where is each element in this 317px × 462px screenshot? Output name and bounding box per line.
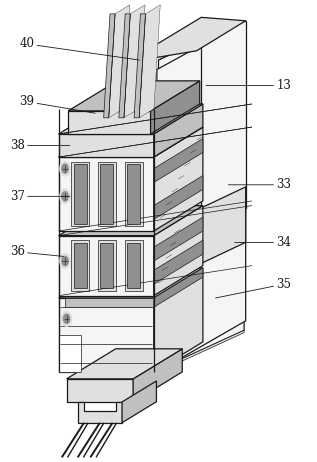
Polygon shape: [157, 21, 246, 372]
Polygon shape: [139, 5, 160, 118]
Polygon shape: [154, 206, 203, 296]
Polygon shape: [158, 330, 244, 372]
Polygon shape: [119, 14, 130, 118]
Polygon shape: [67, 349, 182, 379]
Polygon shape: [125, 240, 143, 291]
Circle shape: [62, 164, 68, 173]
Polygon shape: [125, 162, 143, 226]
Polygon shape: [59, 134, 154, 157]
Polygon shape: [154, 240, 203, 284]
Polygon shape: [59, 236, 154, 296]
Polygon shape: [201, 187, 246, 263]
Polygon shape: [59, 127, 203, 157]
Polygon shape: [68, 111, 151, 134]
Circle shape: [60, 161, 70, 176]
Polygon shape: [134, 14, 146, 118]
Circle shape: [62, 192, 68, 201]
Polygon shape: [109, 5, 130, 118]
Polygon shape: [71, 240, 89, 291]
Polygon shape: [154, 127, 203, 231]
Polygon shape: [158, 21, 244, 370]
Polygon shape: [154, 268, 203, 307]
Polygon shape: [151, 81, 200, 134]
Polygon shape: [201, 21, 246, 208]
Polygon shape: [59, 268, 203, 298]
Polygon shape: [122, 381, 157, 423]
Polygon shape: [65, 298, 154, 307]
Polygon shape: [127, 243, 140, 288]
Text: 36: 36: [10, 245, 63, 258]
Text: 39: 39: [19, 95, 95, 113]
Circle shape: [60, 254, 70, 268]
Polygon shape: [98, 162, 116, 226]
Polygon shape: [127, 17, 246, 62]
Text: 38: 38: [10, 139, 70, 152]
Text: 37: 37: [10, 190, 70, 203]
Text: 13: 13: [206, 79, 291, 92]
Polygon shape: [59, 335, 81, 372]
Text: 40: 40: [19, 37, 139, 60]
Polygon shape: [154, 217, 203, 261]
Polygon shape: [154, 104, 203, 157]
Polygon shape: [133, 349, 182, 402]
Polygon shape: [59, 157, 154, 231]
Polygon shape: [100, 164, 113, 224]
Polygon shape: [59, 206, 203, 236]
Polygon shape: [127, 164, 140, 224]
Text: 34: 34: [235, 236, 291, 249]
Polygon shape: [124, 5, 145, 118]
Polygon shape: [104, 14, 115, 118]
Polygon shape: [74, 164, 87, 224]
Polygon shape: [67, 379, 133, 402]
Polygon shape: [154, 176, 203, 219]
Polygon shape: [71, 162, 89, 226]
Polygon shape: [74, 243, 87, 288]
Circle shape: [62, 256, 68, 266]
Circle shape: [60, 189, 70, 204]
Polygon shape: [78, 402, 122, 423]
Polygon shape: [59, 104, 203, 134]
Polygon shape: [98, 240, 116, 291]
Polygon shape: [154, 268, 203, 372]
Polygon shape: [68, 81, 200, 111]
Polygon shape: [59, 298, 154, 372]
Polygon shape: [154, 139, 203, 182]
Circle shape: [63, 314, 70, 323]
Text: 33: 33: [228, 178, 291, 191]
Polygon shape: [100, 243, 113, 288]
Text: 35: 35: [216, 278, 291, 298]
Polygon shape: [158, 21, 244, 60]
Circle shape: [61, 311, 72, 326]
